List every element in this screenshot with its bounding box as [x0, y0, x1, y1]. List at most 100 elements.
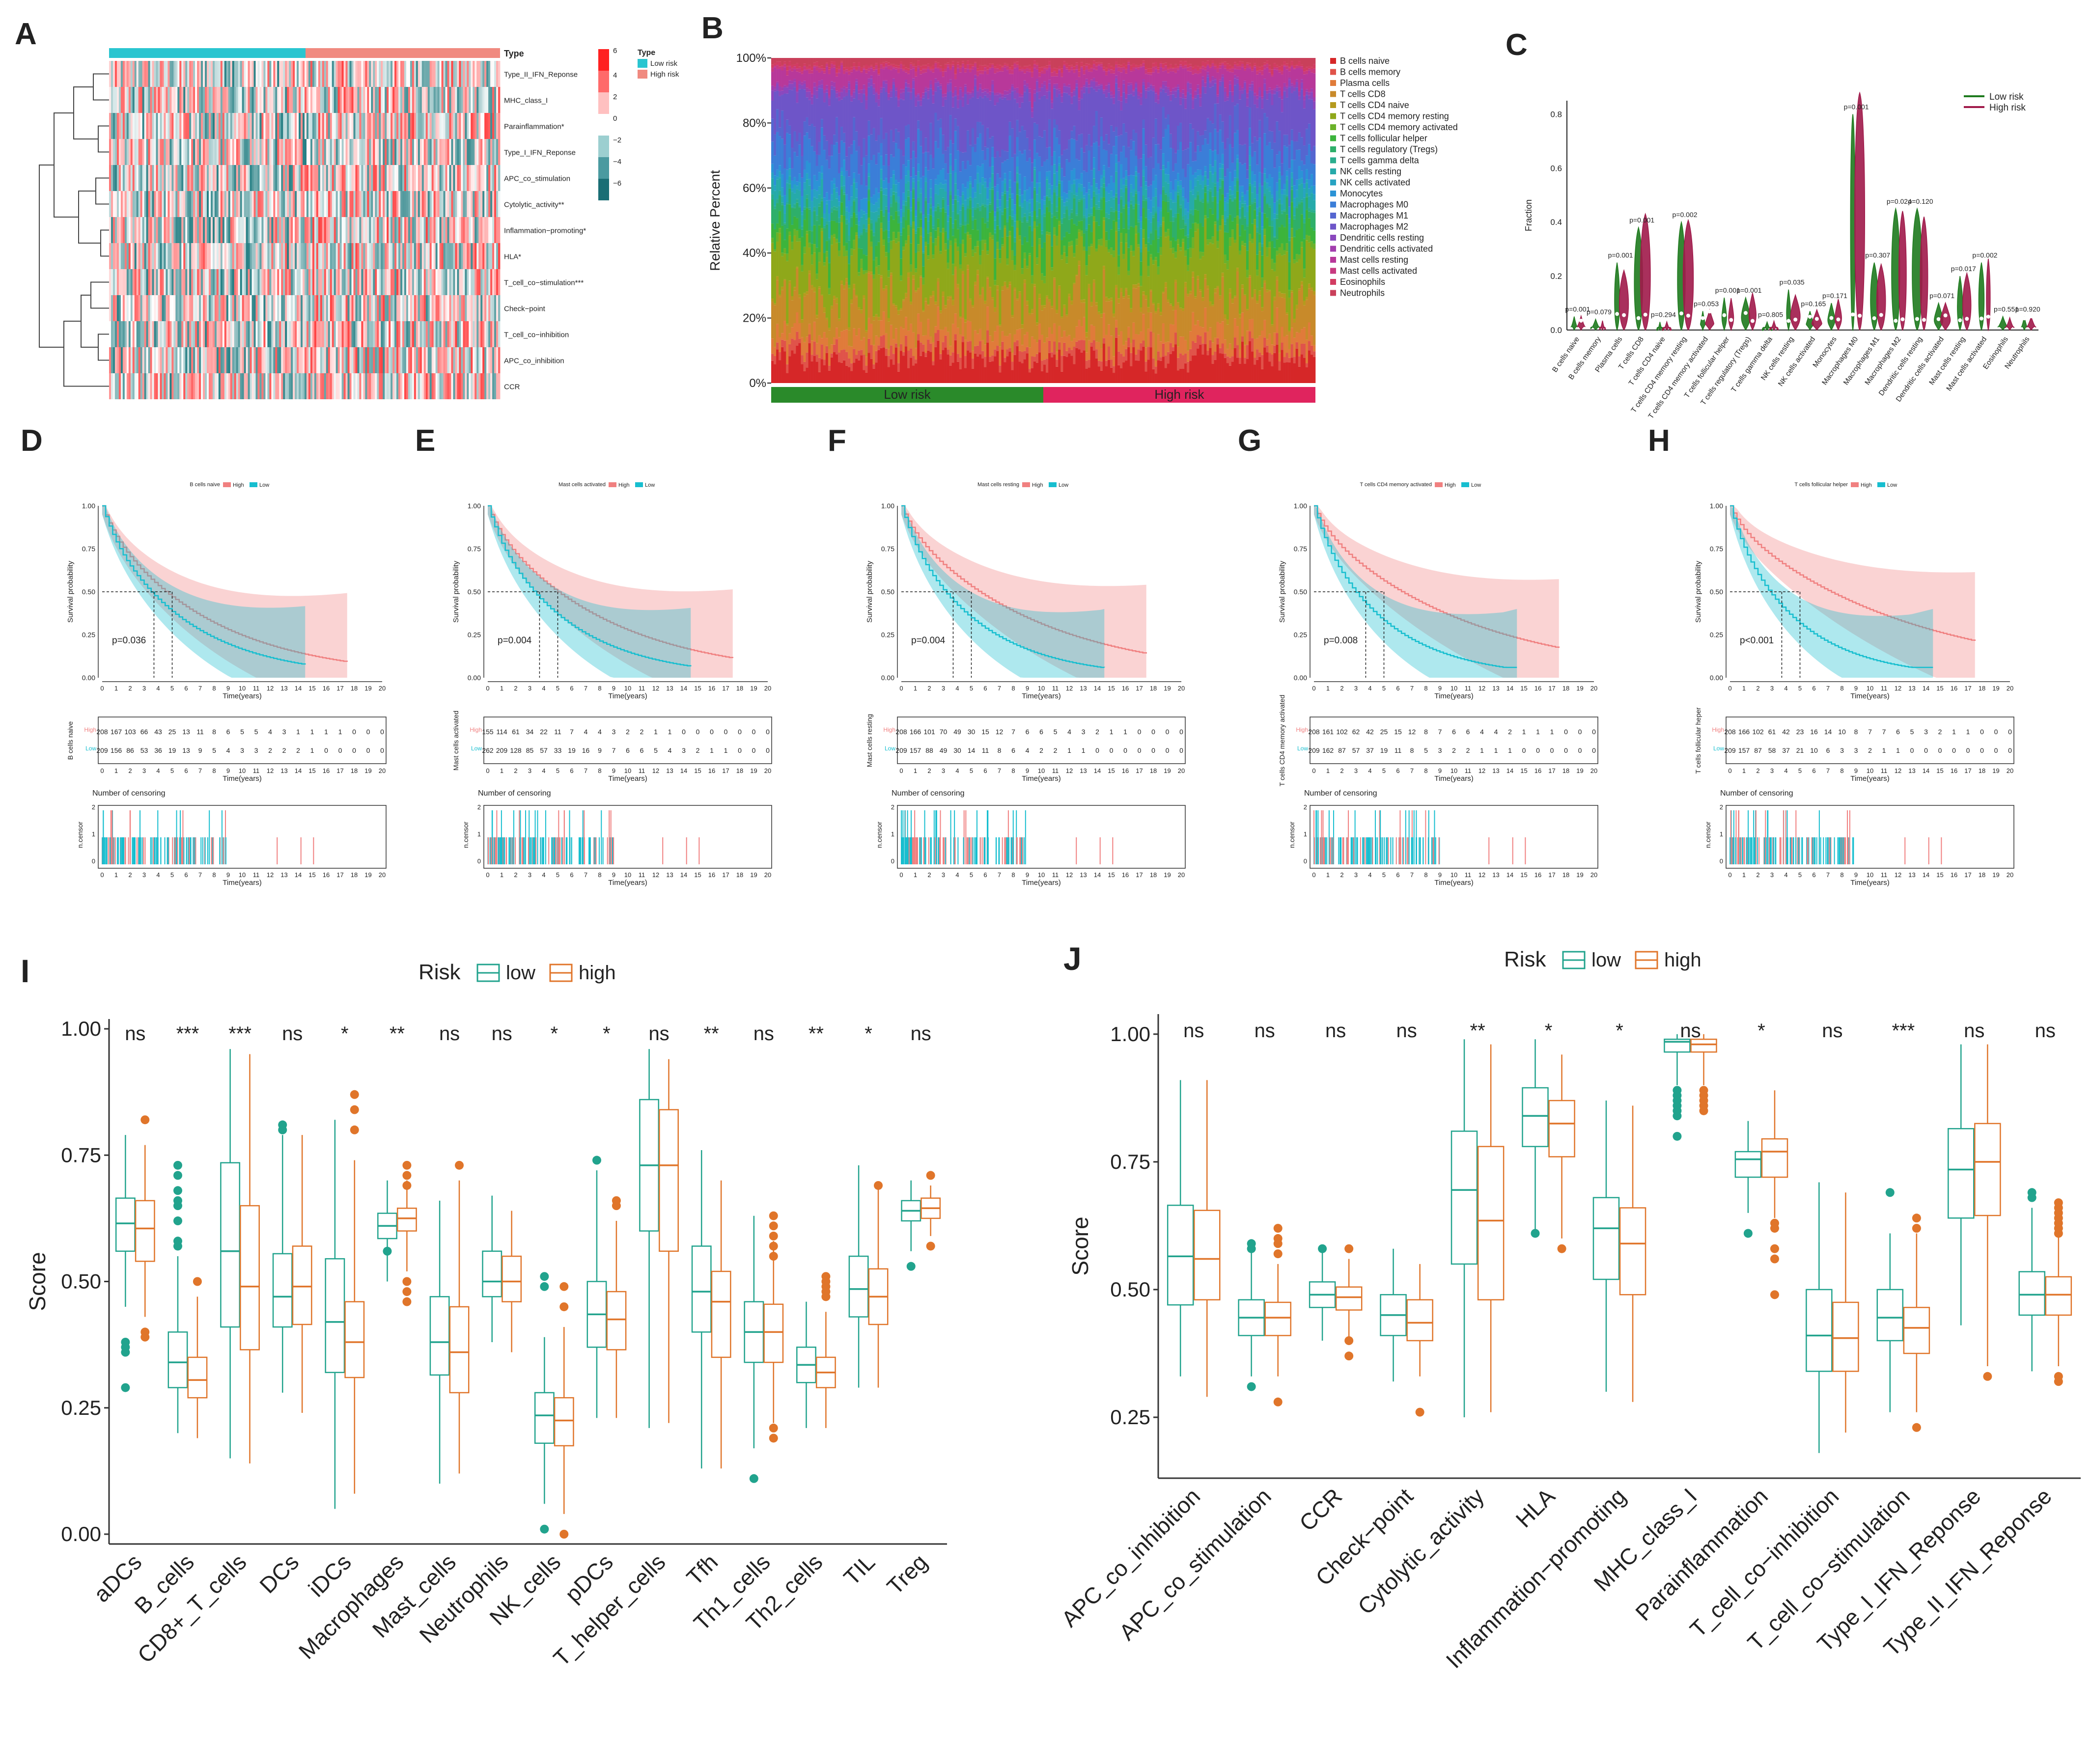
heatmap-cell	[332, 165, 335, 191]
heatmap-cell	[375, 165, 377, 191]
heatmap-cell	[435, 217, 438, 243]
heatmap-cell	[130, 61, 133, 87]
bar-segment	[828, 370, 831, 383]
bar-segment	[1013, 68, 1016, 88]
heatmap-row	[109, 191, 501, 217]
bar-segment	[892, 141, 895, 157]
bar-segment	[796, 312, 799, 332]
heatmap-cell	[257, 87, 260, 113]
bar-segment	[828, 200, 831, 214]
bar-segment	[961, 63, 965, 67]
bar-segment	[979, 83, 982, 88]
bar-segment	[949, 173, 952, 192]
bar-segment	[823, 197, 826, 214]
heatmap-cell	[406, 243, 409, 269]
bar-segment	[882, 213, 885, 217]
heatmap-cell	[465, 139, 467, 165]
heatmap-cell	[167, 165, 170, 191]
bar-segment	[825, 221, 829, 224]
bar-segment	[966, 198, 970, 206]
bar-segment	[882, 231, 885, 240]
heatmap-cell	[250, 113, 252, 139]
bar-segment	[902, 193, 905, 201]
heatmap-cell	[416, 61, 418, 87]
heatmap-cell	[389, 191, 391, 217]
bar-segment	[872, 128, 875, 155]
bar-segment	[850, 70, 853, 73]
bar-segment	[959, 196, 962, 205]
bar-segment	[850, 95, 853, 97]
heatmap-cell	[271, 321, 274, 347]
heatmap-cell	[303, 373, 305, 399]
bar-segment	[803, 89, 806, 122]
heatmap-row	[109, 165, 501, 191]
bar-segment	[850, 371, 853, 383]
heatmap-cell	[425, 321, 428, 347]
bar-segment	[848, 222, 851, 236]
heatmap-cell	[482, 165, 485, 191]
heatmap-cell	[169, 139, 172, 165]
heatmap-cell	[197, 61, 199, 87]
heatmap-cell	[156, 139, 158, 165]
bar-segment	[865, 109, 868, 156]
heatmap-cell	[490, 373, 493, 399]
bar-segment	[897, 347, 900, 363]
bar-segment	[927, 152, 930, 170]
heatmap-cell	[171, 295, 174, 321]
heatmap-cell	[404, 61, 407, 87]
bar-segment	[781, 70, 784, 87]
heatmap-cell	[476, 321, 479, 347]
heatmap-cell	[285, 191, 287, 217]
heatmap-cell	[130, 87, 133, 113]
bar-segment	[788, 280, 791, 284]
bar-segment	[781, 110, 784, 139]
bar-segment	[1018, 235, 1021, 240]
bar-segment	[803, 81, 806, 84]
bar-segment	[783, 61, 786, 64]
heatmap-cell	[289, 373, 291, 399]
bar-segment	[808, 89, 811, 92]
bar-segment	[922, 351, 925, 383]
heatmap-cell	[447, 217, 449, 243]
heatmap-cell	[437, 87, 440, 113]
bar-segment	[917, 68, 920, 94]
bar-segment	[964, 256, 967, 320]
heatmap-cell	[400, 269, 403, 295]
heatmap-cell	[277, 113, 279, 139]
bar-segment	[867, 173, 870, 177]
heatmap-cell	[494, 243, 497, 269]
heatmap-cell	[445, 165, 447, 191]
heatmap-cell	[419, 87, 422, 113]
bar-segment	[954, 118, 957, 131]
bar-segment	[959, 224, 962, 227]
heatmap-cell	[398, 269, 401, 295]
heatmap-cell	[189, 61, 192, 87]
bar-segment	[845, 72, 848, 88]
heatmap-cell	[394, 373, 397, 399]
heatmap-cell	[389, 347, 391, 373]
heatmap-cell	[269, 165, 272, 191]
heatmap-cell	[389, 243, 391, 269]
bar-segment	[986, 205, 989, 219]
heatmap-cell	[120, 139, 123, 165]
bar-segment	[1018, 93, 1021, 97]
bar-segment	[793, 340, 796, 354]
heatmap-cell	[443, 217, 446, 243]
heatmap-row-label: Check−point	[504, 305, 546, 313]
bar-segment	[815, 191, 818, 199]
bar-segment	[808, 65, 811, 69]
bar-segment	[853, 289, 856, 329]
heatmap-cell	[324, 347, 327, 373]
bar-segment	[956, 215, 960, 229]
heatmap-cell	[392, 269, 395, 295]
bar-segment	[1011, 361, 1014, 370]
heatmap-cell	[283, 347, 285, 373]
heatmap-cell	[144, 321, 147, 347]
bar-segment	[981, 250, 984, 287]
bar-segment	[779, 127, 781, 137]
bar-segment	[890, 273, 893, 276]
bar-segment	[835, 187, 838, 193]
heatmap-cell	[404, 139, 407, 165]
bar-segment	[798, 72, 801, 81]
heatmap-cell	[467, 269, 469, 295]
